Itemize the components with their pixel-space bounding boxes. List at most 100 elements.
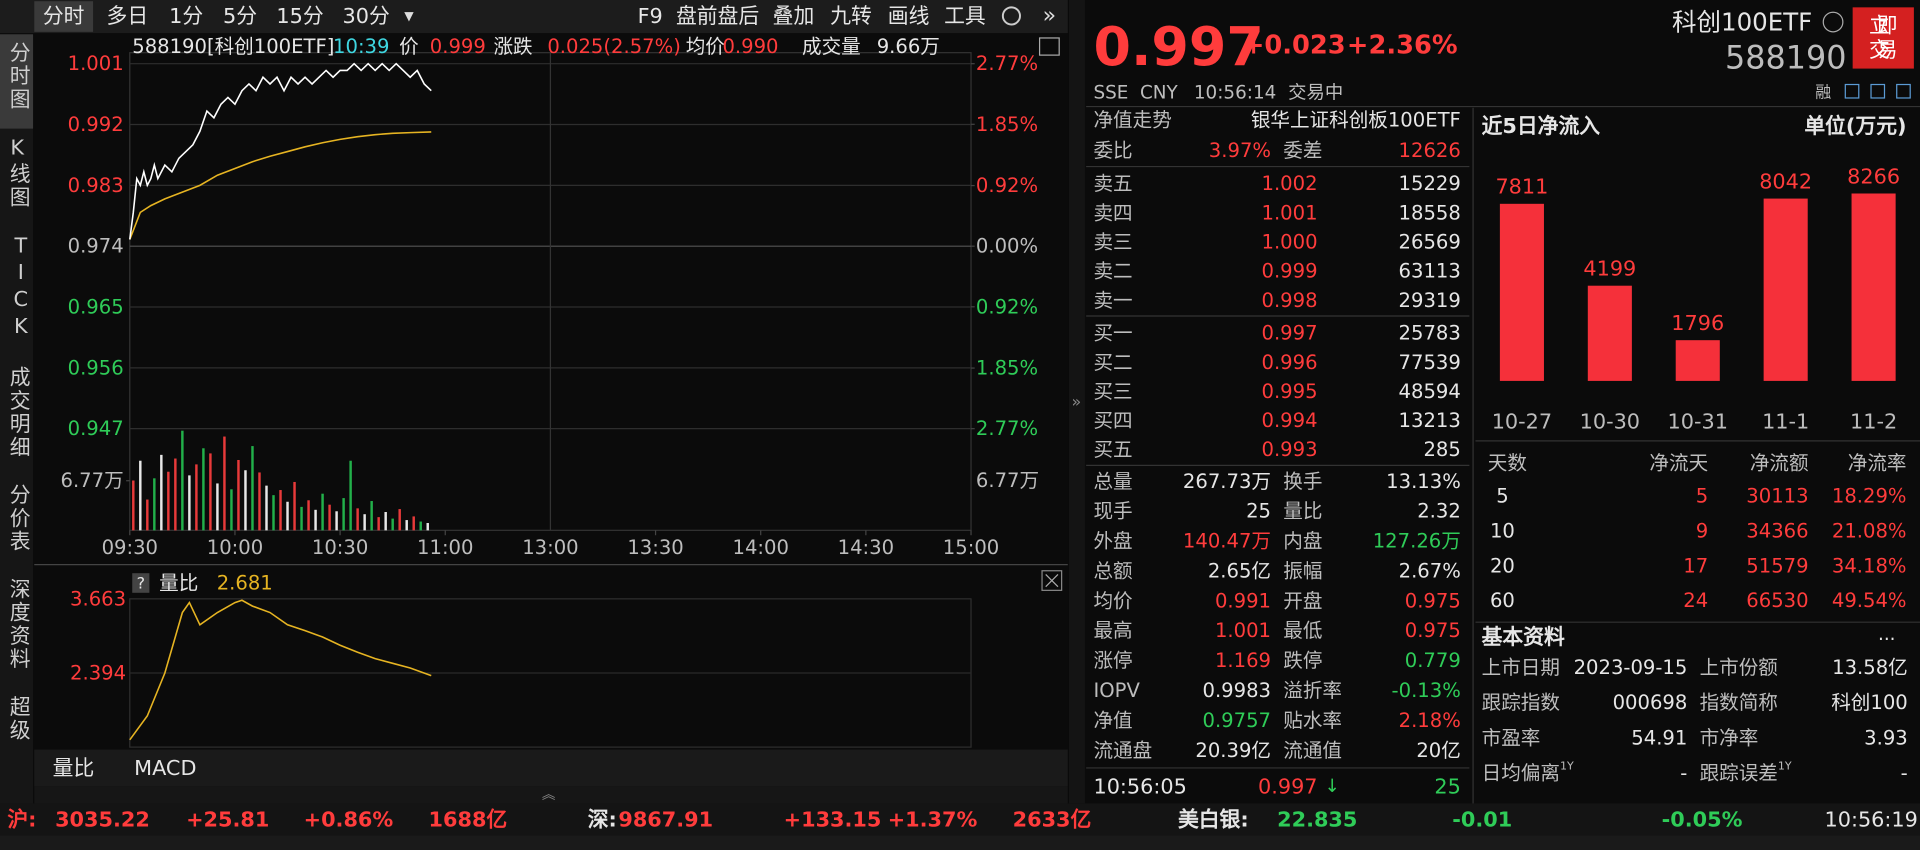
- inflow-table-cell: 60: [1490, 589, 1515, 612]
- book-label: 买一: [1093, 322, 1132, 345]
- y2-tick-label: 2.77%: [976, 52, 1038, 75]
- stat-value: 2.32: [1417, 500, 1461, 523]
- inflow-category: 11-1: [1762, 409, 1809, 433]
- info-label: 市盈率: [1482, 726, 1541, 749]
- expand-toggle[interactable]: »: [1071, 392, 1081, 411]
- volume-bar: [391, 518, 394, 531]
- trade-button[interactable]: 立即交易: [1869, 14, 1898, 62]
- stat-label: 振幅: [1283, 559, 1322, 582]
- side-tab[interactable]: K线图: [4, 135, 30, 210]
- side-tab[interactable]: TICK: [8, 233, 34, 342]
- edit-icon[interactable]: [1844, 83, 1860, 99]
- toolbar-tool[interactable]: 画线: [888, 4, 930, 28]
- side-tab[interactable]: 超级: [4, 695, 30, 743]
- inflow-bar: [1499, 203, 1544, 381]
- stat-label: 流通盘: [1093, 739, 1152, 762]
- volume-bar: [398, 509, 401, 531]
- book-label: 卖二: [1093, 260, 1132, 283]
- add-icon[interactable]: [1896, 83, 1911, 99]
- y2-tick-label: 0.92%: [976, 295, 1038, 318]
- volume-bar: [132, 480, 135, 531]
- side-tab[interactable]: 深度资料: [4, 578, 30, 672]
- toolbar-tool[interactable]: 九转: [830, 4, 872, 28]
- chart-header-code: 588190[科创100ETF]: [132, 35, 334, 58]
- layout-icon[interactable]: [1038, 37, 1060, 56]
- inflow-bar: [1587, 285, 1632, 381]
- volume-bar: [328, 504, 331, 531]
- stat-value: 0.975: [1405, 619, 1461, 642]
- status-change: +25.81: [186, 807, 269, 831]
- close-icon[interactable]: [1045, 573, 1059, 588]
- y2-tick-label: 0.00%: [976, 235, 1038, 258]
- side-tab[interactable]: 分时图: [0, 34, 34, 129]
- book-label: 卖四: [1093, 201, 1132, 224]
- avg-price-line: [129, 131, 432, 240]
- toolbar-tab[interactable]: 15分: [276, 4, 323, 28]
- inflow-table-cell: 21.08%: [1832, 519, 1907, 542]
- ratio-label: 委比: [1093, 139, 1132, 162]
- superscript: 1Y: [1778, 759, 1792, 772]
- volume-bar: [153, 478, 156, 531]
- more-icon[interactable]: »: [1043, 3, 1056, 28]
- active-tab-bg: [34, 1, 94, 32]
- chart-header-avg-label: 均价: [686, 35, 725, 58]
- quote-time: 10:56:14: [1194, 83, 1276, 104]
- volume-bar: [293, 481, 296, 531]
- volume-bar: [377, 517, 380, 531]
- stat-label: 外盘: [1093, 530, 1132, 553]
- indicator-line: [129, 599, 432, 741]
- toolbar-tab[interactable]: 多日: [107, 4, 149, 28]
- stat-value: 20.39亿: [1195, 739, 1271, 762]
- y-tick-label: 0.947: [68, 417, 124, 440]
- refresh-icon[interactable]: [1870, 83, 1886, 99]
- stat-value: 0.779: [1405, 649, 1461, 672]
- side-tab[interactable]: 分价表: [4, 483, 30, 554]
- status-index: 22.835: [1277, 807, 1357, 831]
- volume-tick-label: 6.77万: [976, 469, 1039, 492]
- trade-button-text: 立即: [1869, 14, 1898, 38]
- basic-info-title: 基本资料: [1482, 625, 1565, 649]
- toolbar-tool[interactable]: 工具: [944, 4, 986, 28]
- toolbar-tab[interactable]: 5分: [223, 4, 257, 28]
- toolbar-tab[interactable]: 分时: [43, 4, 85, 28]
- inflow-table-header: 净流率: [1848, 451, 1907, 474]
- trade-button-bg[interactable]: [1852, 7, 1914, 69]
- book-volume: 29319: [1399, 289, 1461, 312]
- stat-value: 0.9757: [1203, 709, 1272, 732]
- toolbar-tab[interactable]: 1分: [169, 4, 203, 28]
- stat-label: 量比: [1283, 500, 1322, 523]
- status-name: 美白银:: [1178, 807, 1249, 831]
- scroll-chevron[interactable]: ︽: [542, 787, 555, 803]
- toolbar-tool[interactable]: F9: [638, 4, 663, 28]
- y-tick-label: 0.974: [68, 235, 124, 258]
- bottom-tab: 量比: [53, 756, 95, 780]
- toolbar-tab[interactable]: 30分: [342, 4, 389, 28]
- status-pct: +1.37%: [888, 807, 978, 831]
- toolbar-bg: [0, 0, 1068, 34]
- book-volume: 285: [1423, 438, 1460, 461]
- toolbar-tool[interactable]: 盘前盘后: [676, 4, 759, 28]
- chart-header-avg: 0.990: [722, 35, 778, 58]
- close-box[interactable]: [1041, 570, 1063, 591]
- y2-tick-label: 1.85%: [976, 357, 1038, 380]
- trade-volume: 25: [1434, 774, 1460, 798]
- inflow-table-cell: 5: [1696, 485, 1708, 508]
- inflow-bar: [1763, 198, 1808, 381]
- info-value: 13.58亿: [1832, 656, 1908, 679]
- stat-label: 涨停: [1093, 649, 1132, 672]
- dropdown-icon[interactable]: ▼: [404, 9, 414, 23]
- info-icon[interactable]: [1822, 11, 1844, 33]
- stat-value: 0.9983: [1203, 679, 1272, 702]
- inflow-table-cell: 20: [1490, 554, 1515, 577]
- stat-label: 现手: [1093, 500, 1132, 523]
- volume-bar: [223, 436, 226, 531]
- book-volume: 48594: [1399, 380, 1461, 403]
- x-tick-label: 14:00: [733, 536, 789, 559]
- side-tab[interactable]: 成交明细: [4, 366, 30, 460]
- volume-bar: [174, 458, 177, 531]
- toolbar-tool[interactable]: 叠加: [773, 4, 815, 28]
- settings-icon[interactable]: [1001, 6, 1021, 26]
- inflow-table-cell: 51579: [1746, 554, 1808, 577]
